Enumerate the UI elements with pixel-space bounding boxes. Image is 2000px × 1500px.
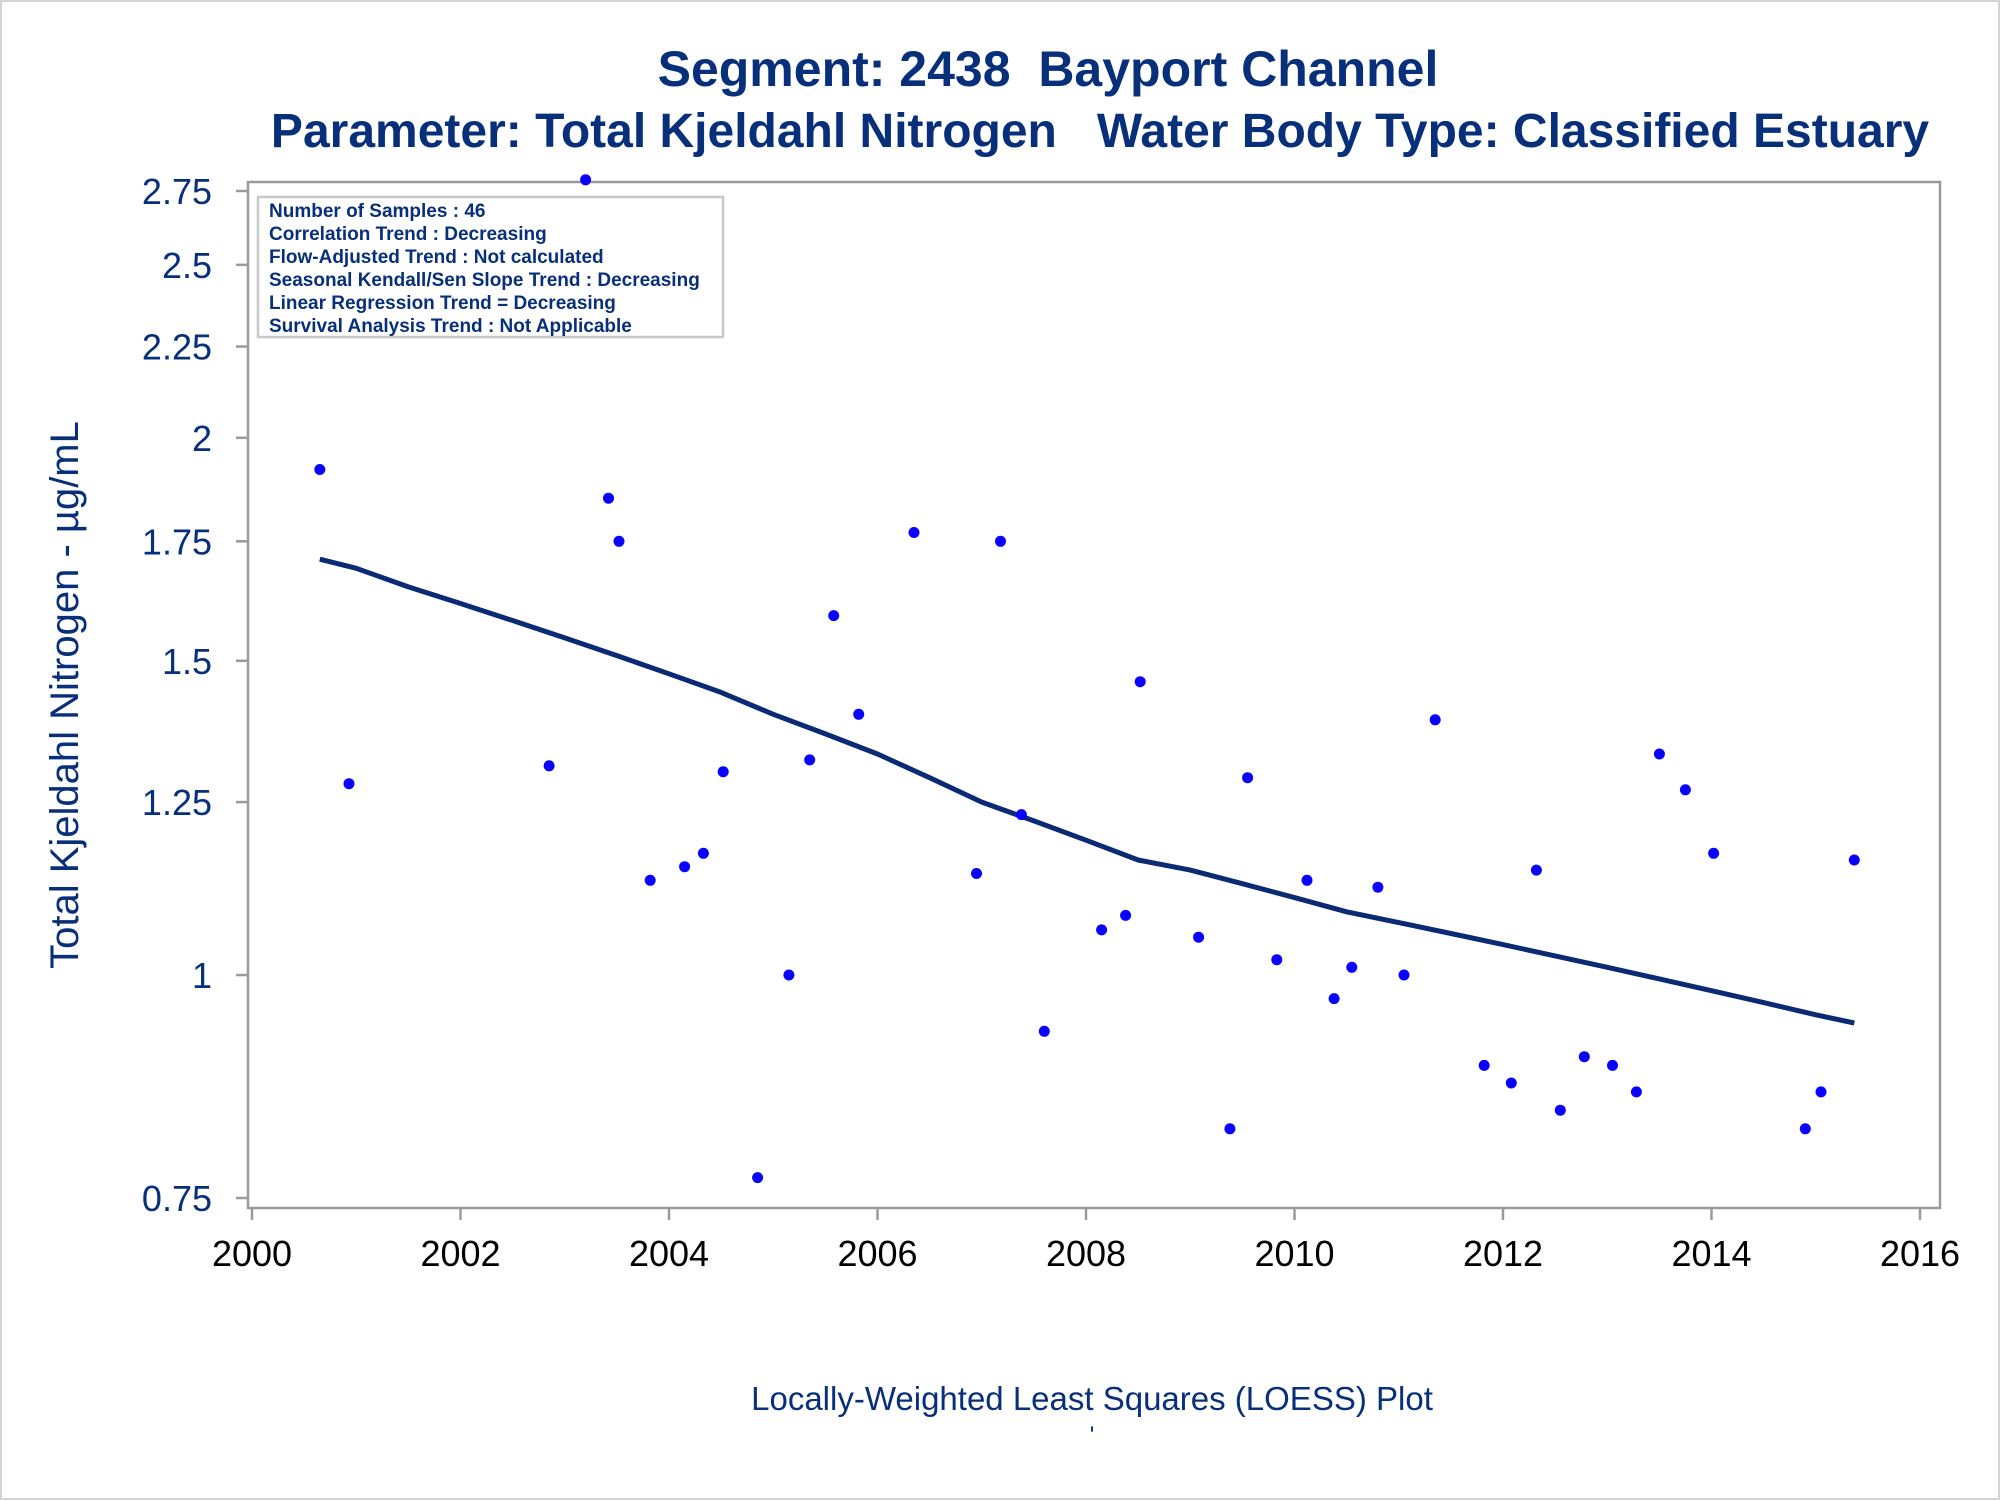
scatter-point: [1679, 784, 1691, 796]
axes: 2000 2002 2004 2006 2008 2010 2012 2014 2016 0.75…: [142, 171, 1960, 1274]
scatter-point: [1398, 969, 1410, 981]
scatter-point: [697, 847, 709, 859]
scatter-point: [1505, 1077, 1517, 1089]
scatter-point: [343, 778, 355, 790]
scatter-point: [908, 527, 920, 538]
y-tick-label: 2.75: [142, 171, 212, 212]
scatter-point: [717, 766, 729, 778]
scatter-point: [580, 174, 592, 186]
scatter-point: [1578, 1051, 1590, 1063]
scatter-point: [1120, 909, 1132, 921]
info-box-border: [256, 195, 725, 339]
scatter-point: [314, 464, 326, 475]
scatter-point: [1530, 864, 1542, 876]
scatter-point: [543, 760, 555, 772]
scatter-point: [1328, 993, 1340, 1005]
x-tick-label: 2014: [1671, 1233, 1751, 1274]
y-axis-label: Total Kjeldahl Nitrogen - µg/mL: [43, 421, 87, 969]
scatter-point: [1346, 961, 1358, 973]
info-box-line: Flow-Adjusted Trend : Not calculated: [269, 247, 604, 268]
scatter-point: [1015, 809, 1027, 821]
x-tick-label: 2004: [629, 1233, 709, 1274]
chart-subtitle: Parameter: Total Kjeldahl Nitrogen Water…: [270, 105, 1930, 158]
info-box-line: Correlation Trend : Decreasing: [269, 224, 547, 245]
scatter-points-layer: [314, 174, 1860, 1184]
y-tick-label: 1: [192, 955, 212, 996]
plot-area-border: [246, 180, 1942, 1210]
y-tick-label: 2.5: [162, 245, 212, 286]
scatter-point: [1372, 881, 1384, 893]
x-tick-label: 2012: [1463, 1233, 1543, 1274]
scatter-point: [1242, 772, 1254, 784]
scatter-point: [853, 708, 865, 720]
scatter-point: [644, 874, 656, 886]
info-box-line: Seasonal Kendall/Sen Slope Trend : Decre…: [269, 270, 700, 291]
scatter-point: [1799, 1123, 1811, 1135]
scatter-point: [1815, 1086, 1827, 1098]
scatter-point: [1708, 847, 1720, 859]
loess-line: [319, 556, 1855, 1026]
scatter-point: [971, 868, 982, 879]
scatter-point: [1134, 676, 1146, 688]
scatter-point: [1607, 1059, 1618, 1071]
y-tick-label: 1.75: [142, 521, 212, 562]
scatter-point: [1271, 954, 1283, 966]
x-tick-label: 2008: [1046, 1233, 1126, 1274]
x-tick-label: 2016: [1880, 1233, 1960, 1274]
y-tick-label: 0.75: [142, 1178, 212, 1219]
scatter-point: [995, 535, 1006, 547]
y-tick-label: 1.25: [142, 782, 212, 823]
scatter-point: [828, 610, 840, 622]
x-tick-label: 2006: [837, 1233, 917, 1274]
info-box-line: Number of Samples : 46: [269, 201, 485, 222]
loess-line-layer: [319, 556, 1855, 1026]
x-tick-label: 2010: [1254, 1233, 1334, 1274]
scatter-point: [1478, 1059, 1490, 1071]
scatter-point: [1038, 1025, 1050, 1037]
scatter-point: [1554, 1104, 1566, 1116]
y-axis-label-group: Total Kjeldahl Nitrogen - µg/mL: [43, 421, 87, 969]
scatter-point: [752, 1172, 764, 1184]
scatter-point: [1848, 854, 1860, 866]
x-tick-label: 2002: [420, 1233, 500, 1274]
scatter-point: [1630, 1086, 1642, 1098]
scatter-point: [1096, 924, 1108, 936]
scatter-point: [603, 492, 614, 504]
y-tick-label: 2.25: [142, 327, 212, 368]
scatter-point: [1224, 1123, 1236, 1135]
scatter-point: [1653, 748, 1665, 760]
y-tick-label: 1.5: [162, 641, 212, 682]
scatter-point: [1429, 714, 1441, 726]
scatter-point: [1193, 931, 1205, 943]
x-tick-label: 2000: [212, 1233, 292, 1274]
chart-title: Segment: 2438 Bayport Channel: [657, 41, 1439, 97]
scatter-point: [1301, 874, 1313, 886]
info-box-line: Linear Regression Trend = Decreasing: [269, 293, 616, 314]
scatter-point: [783, 969, 795, 981]
scatter-point: [613, 535, 625, 547]
info-box-line: Survival Analysis Trend : Not Applicable: [269, 316, 632, 337]
y-tick-label: 2: [192, 418, 212, 459]
scatter-point: [679, 861, 691, 873]
footnote: Locally-Weighted Least Squares (LOESS) P…: [751, 1380, 1433, 1417]
scatter-point: [804, 754, 816, 766]
footnote-mark: ': [1089, 1422, 1095, 1449]
